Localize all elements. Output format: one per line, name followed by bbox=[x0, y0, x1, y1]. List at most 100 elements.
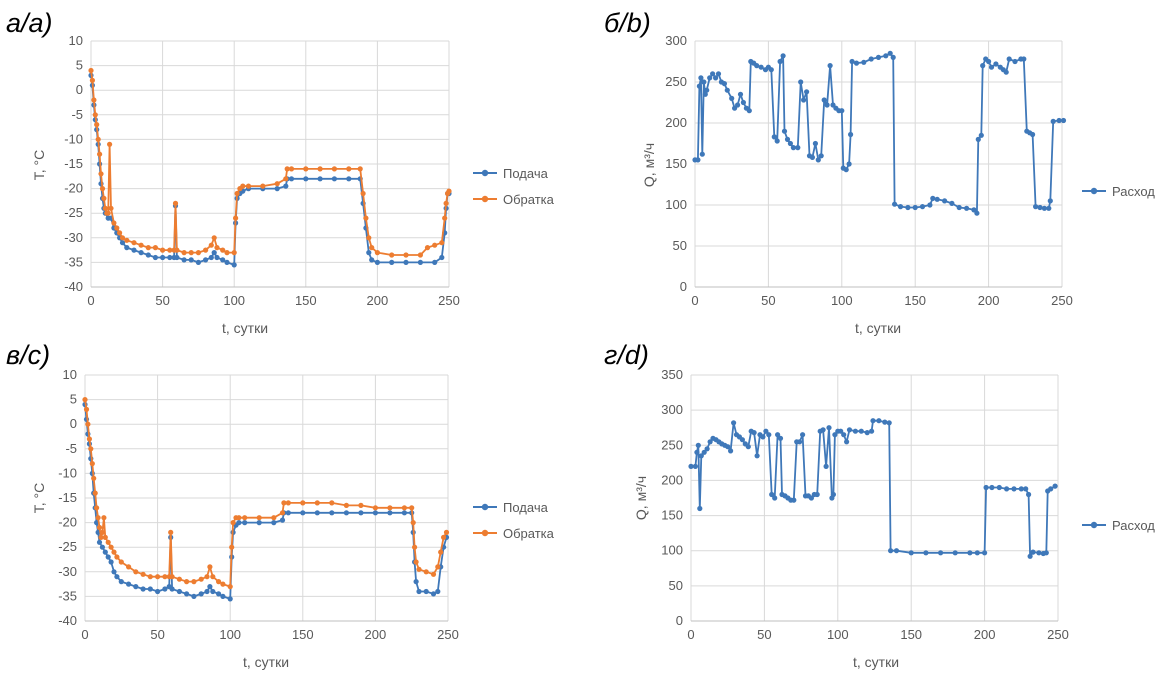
data-point-c-1-0 bbox=[82, 397, 88, 403]
data-point-d-0-28 bbox=[766, 432, 772, 438]
data-point-a-1-3 bbox=[92, 112, 98, 118]
data-point-a-0-28 bbox=[188, 257, 194, 263]
data-point-b-0-69 bbox=[919, 204, 926, 210]
data-point-b-0-15 bbox=[729, 95, 735, 101]
data-point-b-0-55 bbox=[846, 161, 852, 167]
data-point-d-0-27 bbox=[763, 428, 769, 434]
y-tick-label-d-5: 100 bbox=[661, 543, 683, 558]
data-point-b-0-67 bbox=[905, 204, 911, 211]
data-point-b-0-102 bbox=[1056, 117, 1062, 124]
data-point-d-0-61 bbox=[869, 428, 875, 434]
data-point-c-1-54 bbox=[372, 505, 378, 511]
data-point-b-0-99 bbox=[1046, 205, 1052, 211]
data-point-a-1-61 bbox=[417, 252, 423, 258]
data-point-c-1-43 bbox=[242, 515, 248, 521]
data-point-b-0-48 bbox=[827, 63, 833, 69]
data-point-a-1-54 bbox=[360, 190, 366, 197]
data-point-d-0-15 bbox=[728, 448, 734, 454]
data-point-b-0-92 bbox=[1021, 56, 1027, 62]
data-point-c-0-16 bbox=[114, 574, 120, 580]
data-point-a-1-21 bbox=[138, 242, 144, 248]
y-axis-title-c: T, °C bbox=[31, 483, 47, 514]
data-point-d-0-60 bbox=[864, 430, 870, 436]
data-point-b-0-39 bbox=[801, 97, 807, 103]
y-tick-label-a-5: -15 bbox=[64, 156, 83, 171]
data-point-a-1-52 bbox=[346, 166, 352, 172]
data-point-d-0-67 bbox=[893, 548, 900, 554]
data-point-a-1-40 bbox=[234, 190, 240, 197]
data-point-a-1-29 bbox=[181, 250, 187, 256]
data-point-a-1-24 bbox=[160, 247, 166, 253]
data-point-a-0-18 bbox=[131, 247, 137, 253]
data-point-c-1-66 bbox=[441, 534, 447, 541]
y-tick-label-b-0: 300 bbox=[665, 33, 687, 48]
x-tick-label-b-4: 200 bbox=[978, 293, 1000, 308]
data-point-c-1-57 bbox=[409, 505, 415, 511]
data-point-c-1-62 bbox=[423, 569, 429, 575]
y-tick-label-a-7: -25 bbox=[64, 205, 83, 220]
data-point-d-0-51 bbox=[830, 491, 837, 498]
data-point-b-0-7 bbox=[704, 87, 710, 93]
data-point-a-1-47 bbox=[284, 166, 290, 172]
data-point-a-1-38 bbox=[231, 250, 237, 256]
data-point-c-1-15 bbox=[105, 539, 111, 545]
data-point-d-0-54 bbox=[838, 428, 844, 434]
data-point-b-0-64 bbox=[890, 54, 896, 61]
y-tick-label-c-0: 10 bbox=[63, 367, 77, 382]
data-point-b-0-24 bbox=[754, 63, 760, 69]
data-point-b-0-100 bbox=[1047, 198, 1053, 204]
data-point-a-1-15 bbox=[111, 220, 117, 226]
data-point-a-0-49 bbox=[331, 176, 337, 182]
data-point-c-1-10 bbox=[96, 524, 103, 531]
data-point-d-0-63 bbox=[876, 418, 882, 424]
data-point-a-0-60 bbox=[432, 259, 438, 265]
data-point-a-1-45 bbox=[274, 181, 280, 187]
data-point-d-0-1 bbox=[692, 463, 699, 469]
data-point-b-0-60 bbox=[868, 56, 874, 62]
data-point-d-0-90 bbox=[1052, 483, 1058, 489]
data-point-c-0-14 bbox=[108, 559, 114, 565]
data-point-c-0-43 bbox=[271, 520, 277, 526]
y-tick-label-a-6: -20 bbox=[64, 181, 83, 196]
data-point-b-0-74 bbox=[949, 200, 955, 206]
data-point-c-1-30 bbox=[184, 579, 190, 585]
y-tick-label-d-4: 150 bbox=[661, 508, 683, 523]
data-point-d-0-89 bbox=[1048, 486, 1054, 492]
data-point-b-0-62 bbox=[883, 53, 889, 59]
data-point-b-0-40 bbox=[804, 89, 810, 95]
x-axis-title-b: t, сутки bbox=[855, 320, 901, 336]
data-point-b-0-35 bbox=[787, 140, 794, 147]
data-point-d-0-23 bbox=[751, 430, 757, 436]
data-point-c-0-60 bbox=[423, 588, 429, 595]
data-point-b-0-58 bbox=[853, 60, 860, 66]
data-point-c-1-6 bbox=[91, 475, 97, 481]
data-point-d-0-73 bbox=[974, 550, 980, 556]
data-point-d-0-76 bbox=[989, 484, 995, 491]
data-point-a-1-28 bbox=[174, 247, 180, 253]
data-point-a-1-34 bbox=[211, 235, 217, 241]
data-point-a-1-39 bbox=[233, 215, 239, 221]
panel-label-d: г/d) bbox=[604, 340, 649, 370]
data-point-a-1-7 bbox=[98, 171, 104, 177]
data-point-b-0-33 bbox=[781, 128, 788, 134]
y-tick-label-d-1: 300 bbox=[661, 402, 683, 417]
data-point-a-0-54 bbox=[366, 250, 372, 256]
data-point-d-0-77 bbox=[996, 484, 1002, 491]
data-point-a-1-19 bbox=[124, 237, 130, 243]
data-point-b-0-59 bbox=[861, 59, 867, 65]
y-tick-label-a-0: 10 bbox=[69, 33, 83, 48]
data-point-a-1-5 bbox=[95, 136, 101, 142]
data-point-b-0-6 bbox=[702, 91, 708, 97]
data-point-b-0-31 bbox=[777, 58, 783, 65]
data-point-c-1-31 bbox=[191, 579, 197, 585]
data-point-d-0-66 bbox=[888, 548, 894, 554]
data-point-d-0-5 bbox=[698, 453, 704, 459]
y-tick-label-c-4: -10 bbox=[58, 465, 77, 480]
data-point-a-1-32 bbox=[203, 247, 209, 253]
data-point-d-0-49 bbox=[826, 425, 832, 431]
data-point-c-1-34 bbox=[207, 564, 213, 570]
data-point-a-1-0 bbox=[88, 67, 94, 74]
data-point-d-0-56 bbox=[844, 439, 850, 445]
data-point-d-0-26 bbox=[760, 434, 766, 440]
